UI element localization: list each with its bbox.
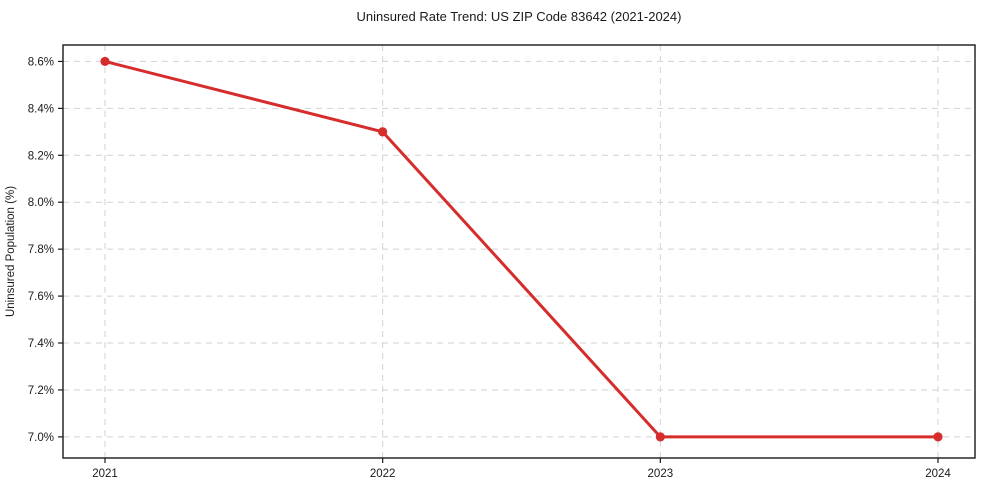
- y-tick-label: 7.0%: [28, 432, 54, 444]
- data-point-2021: [100, 56, 110, 67]
- x-tick-label: 2023: [648, 468, 674, 480]
- chart-title: Uninsured Rate Trend: US ZIP Code 83642 …: [356, 9, 682, 24]
- y-tick-label: 8.0%: [28, 197, 54, 209]
- y-tick-label: 7.6%: [28, 291, 54, 303]
- y-tick-label: 7.4%: [28, 338, 54, 350]
- data-point-2022: [378, 127, 388, 137]
- y-tick-label: 7.8%: [28, 244, 54, 256]
- y-tick-label: 8.4%: [28, 103, 54, 115]
- y-axis-label: Uninsured Population (%): [5, 186, 17, 317]
- x-tick-label: 2021: [92, 468, 118, 480]
- y-tick-label: 7.2%: [28, 385, 54, 397]
- y-tick-label: 8.2%: [28, 150, 54, 162]
- plot-border: [62, 44, 976, 459]
- x-tick-label: 2022: [370, 468, 396, 480]
- data-point-2023: [655, 432, 665, 442]
- y-tick-label: 8.6%: [28, 56, 54, 68]
- x-tick-label: 2024: [925, 468, 951, 480]
- trend-line: [103, 59, 940, 439]
- data-point-2024: [933, 432, 943, 442]
